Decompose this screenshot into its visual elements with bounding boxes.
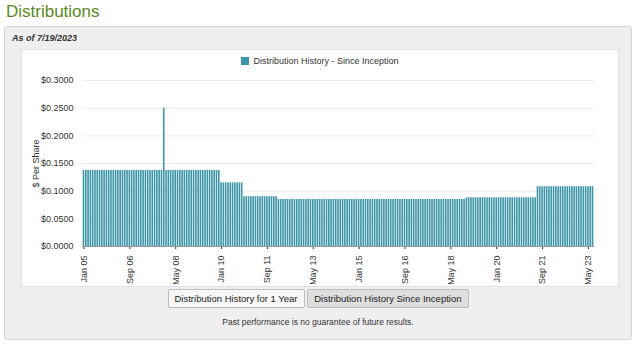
svg-text:Sep 06: Sep 06 [125,256,135,285]
svg-text:May 13: May 13 [308,256,318,285]
html-text:As of 7/19/2023: As of 7/19/2023 [12,33,77,43]
svg-text:$0.0500: $0.0500 [41,214,74,224]
svg-text:$0.3000: $0.3000 [41,75,74,85]
svg-text:Jan 15: Jan 15 [354,256,364,283]
html-text:Past performance is no guarant: Past performance is no guarantee of futu… [222,317,414,327]
svg-text:Sep 11: Sep 11 [262,256,272,284]
html-text:Distribution History Since Inc: Distribution History Since Inception [314,293,462,304]
svg-text:Sep 16: Sep 16 [400,256,410,285]
svg-text:$0.2000: $0.2000 [41,131,74,141]
svg-text:$ Per Share: $ Per Share [31,139,41,187]
svg-text:$0.1500: $0.1500 [41,158,74,168]
svg-text:May 23: May 23 [583,256,593,285]
svg-text:Jan 05: Jan 05 [79,256,89,283]
svg-text:$0.2500: $0.2500 [41,103,74,113]
svg-text:May 08: May 08 [171,256,181,285]
html-text:Distribution History for 1 Yea: Distribution History for 1 Year [174,293,298,304]
svg-text:May 18: May 18 [446,256,456,285]
svg-text:Jan 20: Jan 20 [492,256,502,283]
svg-text:Jan 10: Jan 10 [216,256,226,283]
html-text:Distributions: Distributions [6,2,100,21]
svg-text:$0.0000: $0.0000 [41,241,74,251]
svg-text:$0.1000: $0.1000 [41,186,74,196]
svg-text:Sep 21: Sep 21 [537,256,547,285]
html-text:Distribution History - Since I: Distribution History - Since Inception [253,56,399,66]
